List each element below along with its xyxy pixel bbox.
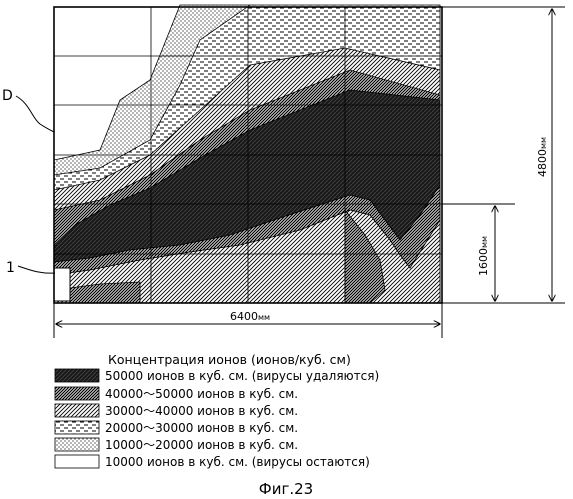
legend-label: 10000～20000 ионов в куб. см. bbox=[105, 438, 298, 452]
legend-swatch bbox=[55, 421, 99, 434]
legend-item: 10000 ионов в куб. см. (вирусы остаются) bbox=[55, 455, 370, 469]
legend-label: 30000～40000 ионов в куб. см. bbox=[105, 404, 298, 418]
legend: Концентрация ионов (ионов/куб. см) 50000… bbox=[55, 352, 379, 469]
legend-title: Концентрация ионов (ионов/куб. см) bbox=[108, 352, 351, 367]
figure-caption: Фиг.23 bbox=[259, 480, 313, 498]
ref-leader-1 bbox=[18, 266, 55, 273]
legend-label: 10000 ионов в куб. см. (вирусы остаются) bbox=[105, 455, 370, 469]
dim-sub-height-label: 1600мм bbox=[477, 236, 490, 276]
ion-concentration-map bbox=[54, 5, 442, 303]
legend-swatch bbox=[55, 369, 99, 382]
legend-item: 20000～30000 ионов в куб. см. bbox=[55, 421, 298, 435]
legend-item: 50000 ионов в куб. см. (вирусы удаляются… bbox=[55, 369, 379, 383]
legend-swatch bbox=[55, 387, 99, 400]
ref-leader-d bbox=[16, 96, 54, 132]
legend-swatch bbox=[55, 404, 99, 417]
ref-label-d: D bbox=[2, 88, 13, 104]
ref-label-1: 1 bbox=[6, 260, 15, 276]
legend-swatch bbox=[55, 438, 99, 451]
dim-height-label: 4800мм bbox=[536, 137, 549, 177]
legend-item: 30000～40000 ионов в куб. см. bbox=[55, 404, 298, 418]
legend-label: 40000～50000 ионов в куб. см. bbox=[105, 387, 298, 401]
legend-item: 10000～20000 ионов в куб. см. bbox=[55, 438, 298, 452]
ion-generator-box bbox=[54, 268, 70, 301]
legend-label: 20000～30000 ионов в куб. см. bbox=[105, 421, 298, 435]
legend-swatch bbox=[55, 455, 99, 468]
dim-width-label: 6400мм bbox=[230, 310, 270, 323]
legend-item: 40000～50000 ионов в куб. см. bbox=[55, 387, 298, 401]
legend-label: 50000 ионов в куб. см. (вирусы удаляются… bbox=[105, 369, 379, 383]
